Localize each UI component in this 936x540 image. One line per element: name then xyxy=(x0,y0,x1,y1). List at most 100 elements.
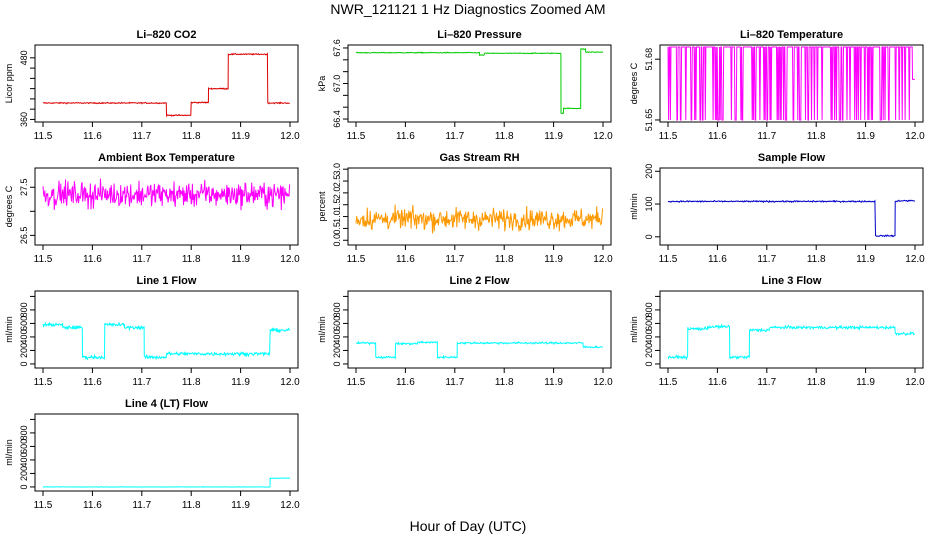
x-tick-label: 12.0 xyxy=(593,254,613,265)
y-axis-label: ml/min xyxy=(4,316,14,343)
x-tick-label: 11.8 xyxy=(182,131,201,142)
x-tick-label: 11.9 xyxy=(856,131,875,142)
x-tick-label: 11.8 xyxy=(495,254,514,265)
x-tick-label: 11.5 xyxy=(659,254,678,265)
x-tick-label: 12.0 xyxy=(280,377,300,388)
y-tick-label: 66.4 xyxy=(332,110,342,128)
panel-4: Ambient Box Temperature 11.5 11.6 11.7 11.8 1… xyxy=(4,152,300,265)
y-tick-label: 400 xyxy=(644,329,654,344)
y-tick-label: 0.0 xyxy=(332,234,342,247)
x-tick-label: 11.7 xyxy=(132,500,151,511)
x-tick-label: 11.9 xyxy=(856,377,875,388)
x-tick-label: 11.5 xyxy=(34,254,53,265)
x-tick-label: 11.8 xyxy=(807,377,826,388)
y-tick-label: 27.5 xyxy=(19,178,29,196)
y-axis-label: degrees C xyxy=(629,62,639,104)
x-tick-label: 11.5 xyxy=(659,131,678,142)
x-tick-label: 11.9 xyxy=(544,377,563,388)
x-tick-label: 11.6 xyxy=(83,254,102,265)
x-tick-label: 11.6 xyxy=(396,131,415,142)
panel-5: Gas Stream RH 11.5 11.6 11.7 11.8 11.9 12.0 0.0… xyxy=(317,152,613,265)
x-tick-label: 11.8 xyxy=(807,131,826,142)
series-line xyxy=(42,178,291,211)
x-tick-label: 11.5 xyxy=(34,131,53,142)
x-tick-label: 11.9 xyxy=(231,131,250,142)
y-tick-label: 600 xyxy=(19,439,29,454)
series-line xyxy=(355,204,604,234)
x-tick-label: 11.6 xyxy=(83,377,102,388)
y-tick-label: 800 xyxy=(332,302,342,317)
y-axis-label: kPa xyxy=(317,76,327,92)
series-line xyxy=(355,48,604,114)
y-tick-label: 51.65 xyxy=(644,109,654,132)
x-tick-label: 11.9 xyxy=(856,254,875,265)
y-axis-label: ml/min xyxy=(629,316,639,343)
plot-frame xyxy=(34,44,299,123)
y-tick-label: 67.6 xyxy=(332,39,342,57)
x-tick-label: 12.0 xyxy=(905,131,925,142)
x-tick-label: 11.8 xyxy=(807,254,826,265)
panel-8: Line 2 Flow 11.5 11.6 11.7 11.8 11.9 12.0 0 2004… xyxy=(317,275,613,388)
plot-frame xyxy=(659,167,924,246)
y-tick-label: 2.0 xyxy=(332,187,342,200)
panel-7: Line 1 Flow 11.5 11.6 11.7 11.8 11.9 12.0 0 2004… xyxy=(4,275,300,388)
x-tick-label: 11.6 xyxy=(708,377,727,388)
y-tick-label: 800 xyxy=(19,425,29,440)
x-tick-label: 11.6 xyxy=(83,500,102,511)
panel-title: Line 1 Flow xyxy=(137,275,197,287)
series-line xyxy=(42,52,290,118)
plot-frame xyxy=(659,290,924,369)
x-tick-label: 11.5 xyxy=(347,377,366,388)
y-tick-label: 0.5 xyxy=(332,222,342,235)
y-tick-label: 200 xyxy=(19,343,29,358)
x-tick-label: 12.0 xyxy=(905,254,925,265)
y-axis-label: ml/min xyxy=(629,193,639,220)
x-tick-label: 11.7 xyxy=(757,131,776,142)
x-tick-label: 12.0 xyxy=(593,377,613,388)
x-tick-label: 11.6 xyxy=(708,131,727,142)
x-tick-label: 11.5 xyxy=(347,131,366,142)
y-tick-label: 0 xyxy=(19,484,29,489)
y-tick-label: 400 xyxy=(19,329,29,344)
series-line xyxy=(667,46,915,121)
x-tick-label: 11.5 xyxy=(347,254,366,265)
panel-10: Line 4 (LT) Flow 11.5 11.6 11.7 11.8 11.9 12.0… xyxy=(4,398,300,511)
x-tick-label: 11.9 xyxy=(544,131,563,142)
series-line xyxy=(42,477,290,488)
y-tick-label: 1.5 xyxy=(332,198,342,211)
x-tick-label: 11.7 xyxy=(132,254,151,265)
plot-frame xyxy=(34,290,299,369)
x-tick-label: 11.6 xyxy=(396,254,415,265)
x-tick-label: 11.7 xyxy=(757,377,776,388)
series-line xyxy=(42,321,291,361)
plot-frame xyxy=(347,290,612,369)
series-line xyxy=(667,199,916,238)
x-tick-label: 11.8 xyxy=(182,500,201,511)
panel-title: Ambient Box Temperature xyxy=(98,152,235,164)
plot-frame xyxy=(34,167,299,246)
y-axis-label: ml/min xyxy=(317,316,327,343)
x-tick-label: 11.5 xyxy=(34,377,53,388)
x-tick-label: 11.6 xyxy=(708,254,727,265)
y-tick-label: 600 xyxy=(332,316,342,331)
x-tick-label: 11.9 xyxy=(544,254,563,265)
y-tick-label: 200 xyxy=(19,466,29,481)
x-tick-label: 11.8 xyxy=(182,377,201,388)
y-tick-label: 600 xyxy=(19,316,29,331)
plot-frame xyxy=(34,413,299,492)
x-tick-label: 11.7 xyxy=(132,131,151,142)
y-tick-label: 0 xyxy=(644,361,654,366)
y-tick-label: 200 xyxy=(332,343,342,358)
y-tick-label: 400 xyxy=(19,452,29,467)
x-tick-label: 11.7 xyxy=(445,131,464,142)
y-tick-label: 400 xyxy=(332,329,342,344)
x-tick-label: 12.0 xyxy=(280,131,300,142)
y-tick-label: 0 xyxy=(19,361,29,366)
x-tick-label: 11.5 xyxy=(659,377,678,388)
x-tick-label: 12.0 xyxy=(280,254,300,265)
panel-title: Gas Stream RH xyxy=(439,152,519,164)
x-tick-label: 11.6 xyxy=(396,377,415,388)
panel-9: Line 3 Flow 11.5 11.6 11.7 11.8 11.9 12.0 0 2004… xyxy=(629,275,925,388)
panel-title: Li–820 Pressure xyxy=(437,29,521,41)
series-line xyxy=(355,340,604,360)
